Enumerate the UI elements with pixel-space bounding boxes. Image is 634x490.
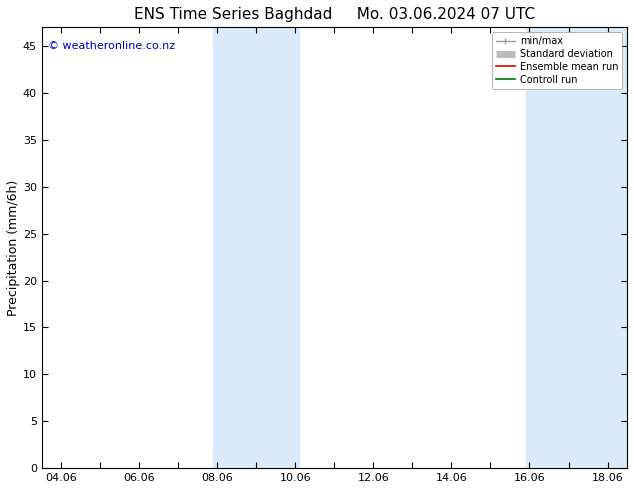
Bar xyxy=(569,27,627,468)
Bar xyxy=(256,27,299,468)
Y-axis label: Precipitation (mm/6h): Precipitation (mm/6h) xyxy=(7,180,20,316)
Bar xyxy=(526,27,569,468)
Legend: min/max, Standard deviation, Ensemble mean run, Controll run: min/max, Standard deviation, Ensemble me… xyxy=(491,32,622,89)
Bar xyxy=(214,27,256,468)
Text: © weatheronline.co.nz: © weatheronline.co.nz xyxy=(48,41,175,50)
Title: ENS Time Series Baghdad     Mo. 03.06.2024 07 UTC: ENS Time Series Baghdad Mo. 03.06.2024 0… xyxy=(134,7,535,22)
